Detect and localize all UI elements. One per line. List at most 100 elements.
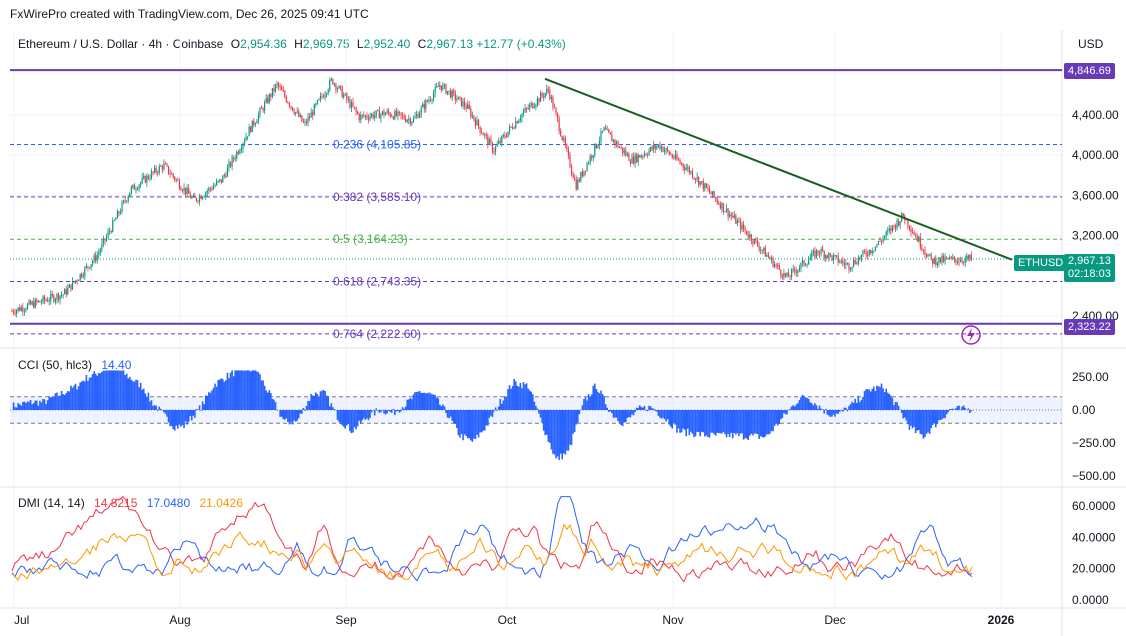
candle-body (564, 138, 566, 146)
cci-bar (865, 389, 867, 410)
cci-bar (643, 405, 646, 410)
candle-body (710, 192, 712, 195)
symbol-label[interactable]: Ethereum / U.S. Dollar · 4h · Coinbase (18, 37, 224, 51)
cci-bar (356, 410, 359, 427)
cci-bar (741, 410, 743, 434)
cci-bar (499, 399, 502, 410)
cci-bar (728, 410, 731, 438)
candle-body (512, 126, 514, 129)
horizontal-lines (10, 69, 1062, 325)
cci-bar (23, 401, 26, 410)
cci-bar (842, 410, 844, 412)
candle-body (446, 91, 449, 94)
candle-body (524, 108, 526, 112)
candle-body (397, 111, 399, 116)
candle-body (211, 188, 213, 190)
candle-body (535, 104, 537, 107)
cci-bar (279, 410, 281, 417)
candle-body (902, 213, 904, 217)
candle-body (660, 146, 663, 149)
candle-body (507, 131, 509, 137)
time-tick-label: Aug (169, 613, 190, 627)
cci-bar (530, 391, 533, 410)
candle-body (265, 97, 267, 103)
cci-bar (237, 370, 240, 410)
cci-bar (642, 407, 644, 410)
cci-bar (942, 410, 945, 419)
candle-body (784, 272, 787, 277)
candle-body (874, 246, 876, 251)
cci-bar (387, 410, 390, 411)
lightning-icon[interactable] (960, 324, 982, 346)
candle-body (30, 300, 32, 305)
candle-body (702, 181, 704, 190)
candle-body (149, 178, 151, 180)
candle-body (547, 88, 549, 91)
candle-body (797, 270, 799, 273)
candle-body (586, 163, 588, 171)
candle-body (332, 78, 334, 85)
candle-body (231, 157, 233, 167)
cci-bar (341, 410, 343, 426)
candle-body (966, 255, 968, 259)
candle-body (504, 135, 506, 137)
candle-body (340, 85, 342, 88)
cci-legend[interactable]: CCI (50, hlc3) 14.40 (18, 358, 131, 372)
candle-body (870, 250, 872, 253)
cci-bar (778, 410, 781, 424)
cci-bar (615, 410, 618, 418)
candle-body (516, 121, 518, 124)
candle-body (634, 154, 636, 164)
candle-body (90, 264, 92, 269)
cci-bar (645, 410, 647, 411)
cci-bar (102, 370, 105, 410)
dmi-legend[interactable]: DMI (14, 14) 14.8215 17.0480 21.0426 (18, 496, 243, 510)
cci-bar (705, 410, 708, 436)
candle-body (716, 199, 718, 203)
cci-legend-name: CCI (50, hlc3) (18, 358, 93, 372)
candle-body (98, 252, 100, 256)
candle-body (428, 99, 430, 102)
candle-body (964, 258, 966, 263)
candle-body (536, 98, 539, 105)
candle-body (93, 255, 95, 262)
cci-bar (105, 370, 108, 410)
cci-bar (274, 402, 277, 410)
cci-bar (873, 386, 875, 410)
candle-body (61, 295, 63, 296)
candle-body (787, 272, 790, 277)
candle-body (724, 211, 726, 213)
candle-body (803, 260, 805, 266)
dmi-minus-di-value: 17.0480 (146, 496, 191, 510)
candle-body (276, 83, 278, 85)
cci-bar (790, 406, 793, 410)
cci-bar (76, 389, 78, 410)
candle-body (409, 118, 411, 124)
currency-label[interactable]: USD (1078, 37, 1104, 51)
cci-bar (897, 405, 900, 410)
candle-body (597, 145, 599, 148)
cci-bar (917, 410, 920, 430)
cci-bar (505, 396, 508, 410)
candle-body (330, 78, 332, 81)
cci-bar (708, 410, 711, 438)
candle-body (747, 234, 749, 238)
cci-bar (550, 410, 553, 450)
cci-bar (257, 372, 260, 410)
candle-body (324, 94, 326, 98)
dmi-legend-name: DMI (14, 14) (18, 496, 85, 510)
candle-body (608, 129, 610, 133)
cci-bar (879, 386, 881, 410)
candle-body (129, 192, 131, 197)
cci-bar (750, 410, 753, 434)
candle-body (792, 268, 794, 270)
cci-bar (927, 410, 929, 433)
cci-bar (408, 399, 410, 410)
candle-body (219, 179, 221, 181)
cci-bar (149, 401, 151, 410)
time-tick-label: Sep (335, 613, 357, 627)
candle-body (693, 177, 695, 179)
candle-body (603, 127, 605, 131)
candle-body (405, 119, 407, 122)
